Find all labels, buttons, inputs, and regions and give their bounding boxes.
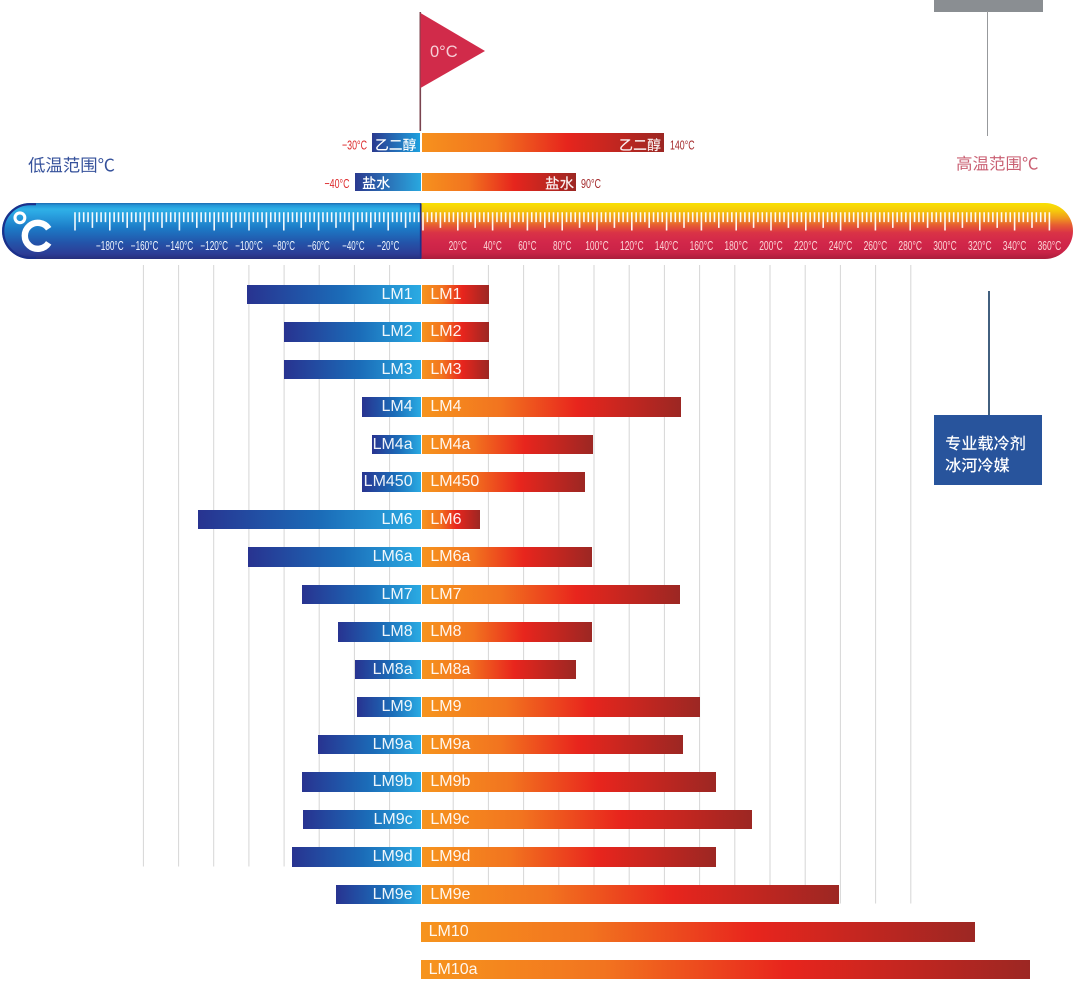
svg-text:−160°C: −160°C: [131, 239, 159, 253]
svg-text:120°C: 120°C: [620, 239, 644, 253]
svg-text:40°C: 40°C: [483, 239, 501, 253]
svg-text:−60°C: −60°C: [307, 239, 329, 253]
svg-text:20°C: 20°C: [449, 239, 467, 253]
svg-text:−30°C: −30°C: [342, 138, 367, 153]
svg-text:240°C: 240°C: [829, 239, 853, 253]
svg-text:140°C: 140°C: [670, 138, 695, 153]
svg-text:−180°C: −180°C: [96, 239, 124, 253]
svg-text:280°C: 280°C: [898, 239, 922, 253]
svg-text:80°C: 80°C: [553, 239, 571, 253]
svg-text:340°C: 340°C: [1003, 239, 1027, 253]
svg-text:320°C: 320°C: [968, 239, 992, 253]
svg-text:260°C: 260°C: [864, 239, 888, 253]
svg-text:160°C: 160°C: [690, 239, 714, 253]
svg-text:−20°C: −20°C: [377, 239, 399, 253]
svg-text:60°C: 60°C: [518, 239, 536, 253]
svg-text:−40°C: −40°C: [342, 239, 364, 253]
svg-text:90°C: 90°C: [581, 176, 601, 191]
svg-text:200°C: 200°C: [759, 239, 783, 253]
svg-text:360°C: 360°C: [1038, 239, 1062, 253]
svg-text:−120°C: −120°C: [200, 239, 228, 253]
svg-text:180°C: 180°C: [724, 239, 748, 253]
svg-text:−40°C: −40°C: [325, 176, 350, 191]
svg-text:220°C: 220°C: [794, 239, 818, 253]
svg-text:140°C: 140°C: [655, 239, 679, 253]
svg-text:100°C: 100°C: [585, 239, 609, 253]
svg-text:300°C: 300°C: [933, 239, 957, 253]
svg-text:−80°C: −80°C: [273, 239, 295, 253]
svg-text:−100°C: −100°C: [235, 239, 263, 253]
svg-text:0°C: 0°C: [430, 43, 458, 61]
svg-text:−140°C: −140°C: [166, 239, 194, 253]
